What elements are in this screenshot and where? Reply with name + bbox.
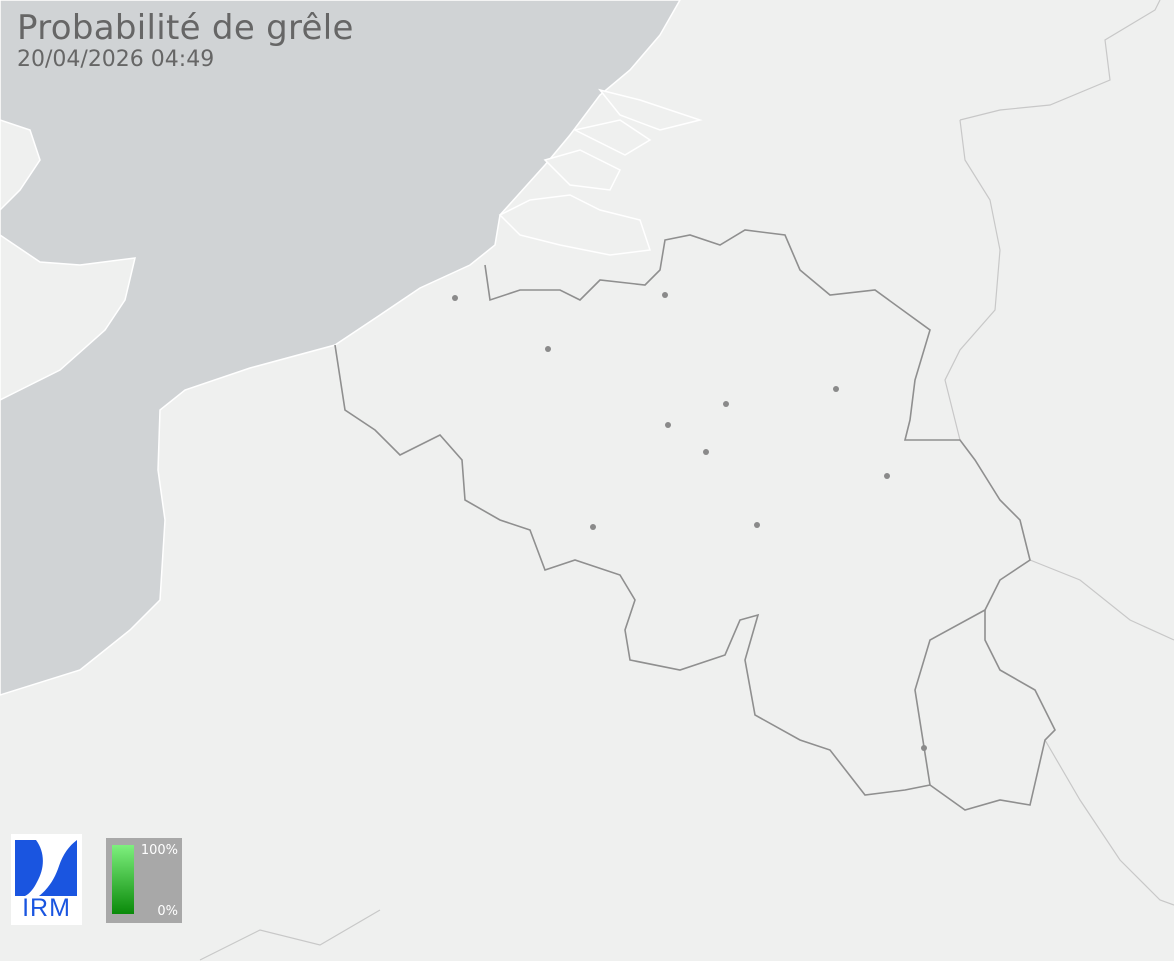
england-north <box>0 119 41 212</box>
city-marker <box>545 346 551 352</box>
city-marker <box>833 386 839 392</box>
city-marker <box>590 524 596 530</box>
legend-min-label: 0% <box>157 904 178 919</box>
secondary-borders <box>199 0 1174 961</box>
belgium-border <box>334 229 1031 796</box>
irm-logo: IRM <box>11 834 82 925</box>
legend-max-label: 100% <box>140 843 178 858</box>
irm-logo-text: IRM <box>22 894 71 922</box>
city-marker <box>754 522 760 528</box>
map-title: Probabilité de grêle <box>17 8 354 48</box>
city-marker <box>452 295 458 301</box>
zeeland-islands <box>498 88 703 256</box>
probability-legend: 100% 0% <box>106 838 182 923</box>
city-marker <box>703 449 709 455</box>
city-marker <box>665 422 671 428</box>
map-timestamp: 20/04/2026 04:49 <box>17 47 215 72</box>
luxembourg-border <box>929 610 1056 811</box>
sea <box>0 0 681 696</box>
city-marker <box>921 745 927 751</box>
england <box>0 234 136 401</box>
city-marker <box>884 473 890 479</box>
city-marker <box>662 292 668 298</box>
legend-color-bar <box>112 845 134 914</box>
irm-logo-icon <box>15 840 77 896</box>
city-markers <box>452 292 927 751</box>
city-marker <box>723 401 729 407</box>
